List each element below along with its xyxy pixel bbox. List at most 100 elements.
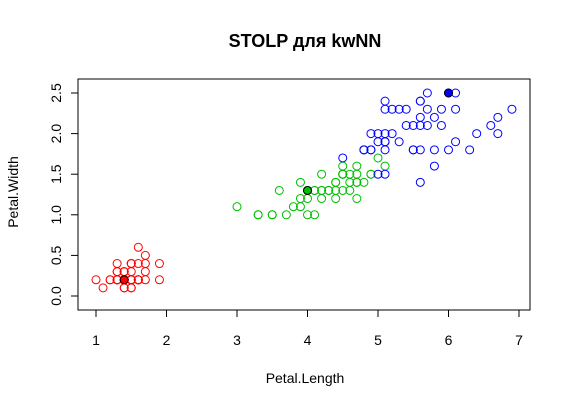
data-points bbox=[91, 88, 517, 293]
data-point-virginica bbox=[387, 104, 397, 114]
data-point-virginica bbox=[401, 120, 411, 130]
prototype-point-versicolor bbox=[303, 185, 312, 195]
data-point-virginica bbox=[415, 177, 425, 187]
data-point-versicolor bbox=[380, 161, 390, 171]
data-point-virginica bbox=[436, 120, 446, 130]
data-point-versicolor bbox=[345, 177, 355, 187]
data-point-virginica bbox=[415, 96, 425, 106]
data-point-virginica bbox=[380, 104, 390, 114]
x-tick-label: 7 bbox=[515, 332, 523, 348]
data-point-virginica bbox=[465, 145, 475, 155]
data-point-virginica bbox=[429, 161, 439, 171]
data-point-virginica bbox=[436, 104, 446, 114]
data-point-versicolor bbox=[331, 194, 341, 204]
data-point-virginica bbox=[451, 104, 461, 114]
data-point-virginica bbox=[486, 120, 496, 130]
data-point-versicolor bbox=[317, 185, 327, 195]
data-point-virginica bbox=[387, 129, 397, 139]
data-point-virginica bbox=[429, 112, 439, 122]
data-point-versicolor bbox=[352, 161, 362, 171]
x-axis: 1 2 3 4 5 6 7 bbox=[92, 309, 523, 348]
y-tick-label: 0.0 bbox=[48, 286, 64, 306]
data-point-versicolor bbox=[338, 185, 348, 195]
data-point-virginica bbox=[366, 129, 376, 139]
data-point-versicolor bbox=[317, 194, 327, 204]
data-point-setosa bbox=[154, 259, 164, 269]
data-point-virginica bbox=[394, 104, 404, 114]
data-point-versicolor bbox=[338, 161, 348, 171]
data-point-versicolor bbox=[295, 177, 305, 187]
x-tick-label: 3 bbox=[233, 332, 241, 348]
data-point-setosa bbox=[91, 275, 101, 285]
data-point-setosa bbox=[126, 259, 136, 269]
data-point-virginica bbox=[507, 104, 517, 114]
data-point-versicolor bbox=[373, 153, 383, 163]
data-point-virginica bbox=[415, 145, 425, 155]
data-point-virginica bbox=[422, 120, 432, 130]
y-tick-label: 2.0 bbox=[48, 124, 64, 144]
x-tick-label: 2 bbox=[163, 332, 171, 348]
prototype-point-setosa bbox=[119, 275, 129, 285]
data-point-virginica bbox=[472, 129, 482, 139]
y-tick-label: 0.5 bbox=[48, 245, 64, 265]
data-point-versicolor bbox=[281, 210, 291, 220]
data-point-virginica bbox=[380, 169, 390, 179]
y-axis: 0.0 0.5 1.0 1.5 2.0 2.5 bbox=[48, 83, 79, 306]
data-point-virginica bbox=[366, 145, 376, 155]
data-point-virginica bbox=[415, 112, 425, 122]
data-point-virginica bbox=[380, 145, 390, 155]
data-point-setosa bbox=[133, 242, 143, 252]
data-point-versicolor bbox=[288, 202, 298, 212]
data-point-versicolor bbox=[352, 194, 362, 204]
data-point-setosa bbox=[140, 275, 150, 285]
x-axis-label: Petal.Length bbox=[266, 370, 345, 386]
prototype-point-virginica bbox=[444, 88, 453, 98]
data-point-virginica bbox=[394, 137, 404, 147]
data-point-virginica bbox=[338, 153, 348, 163]
data-point-versicolor bbox=[324, 185, 334, 195]
data-point-virginica bbox=[408, 145, 418, 155]
data-point-setosa bbox=[105, 275, 115, 285]
y-tick-label: 1.5 bbox=[48, 164, 64, 184]
data-point-virginica bbox=[401, 104, 411, 114]
data-point-virginica bbox=[380, 96, 390, 106]
data-point-setosa bbox=[140, 267, 150, 277]
data-point-versicolor bbox=[331, 177, 341, 187]
data-point-versicolor bbox=[303, 210, 312, 220]
data-point-setosa bbox=[133, 259, 143, 269]
data-point-virginica bbox=[408, 120, 418, 130]
data-point-virginica bbox=[493, 129, 503, 139]
data-point-setosa bbox=[154, 275, 164, 285]
data-point-versicolor bbox=[317, 169, 327, 179]
x-tick-label: 6 bbox=[445, 332, 453, 348]
data-point-versicolor bbox=[267, 210, 277, 220]
data-point-virginica bbox=[373, 169, 383, 179]
data-point-virginica bbox=[429, 145, 439, 155]
data-point-versicolor bbox=[232, 202, 242, 212]
data-point-virginica bbox=[444, 145, 453, 155]
x-tick-label: 4 bbox=[304, 332, 312, 348]
data-point-setosa bbox=[98, 283, 108, 293]
data-point-setosa bbox=[133, 275, 143, 285]
data-point-versicolor bbox=[295, 194, 305, 204]
data-point-versicolor bbox=[359, 177, 369, 187]
data-point-virginica bbox=[359, 145, 369, 155]
data-point-setosa bbox=[140, 250, 150, 260]
y-tick-label: 2.5 bbox=[48, 83, 64, 103]
x-tick-label: 1 bbox=[92, 332, 100, 348]
data-point-versicolor bbox=[310, 210, 320, 220]
data-point-virginica bbox=[493, 112, 503, 122]
data-point-virginica bbox=[373, 137, 383, 147]
x-tick-label: 5 bbox=[374, 332, 382, 348]
data-point-virginica bbox=[422, 88, 432, 98]
data-point-versicolor bbox=[274, 185, 284, 195]
chart-title: STOLP для kwNN bbox=[229, 31, 382, 51]
y-tick-label: 1.0 bbox=[48, 205, 64, 225]
y-axis-label: Petal.Width bbox=[5, 156, 21, 228]
data-point-versicolor bbox=[352, 169, 362, 179]
data-point-setosa bbox=[112, 259, 122, 269]
data-point-versicolor bbox=[366, 169, 376, 179]
data-point-virginica bbox=[451, 137, 461, 147]
